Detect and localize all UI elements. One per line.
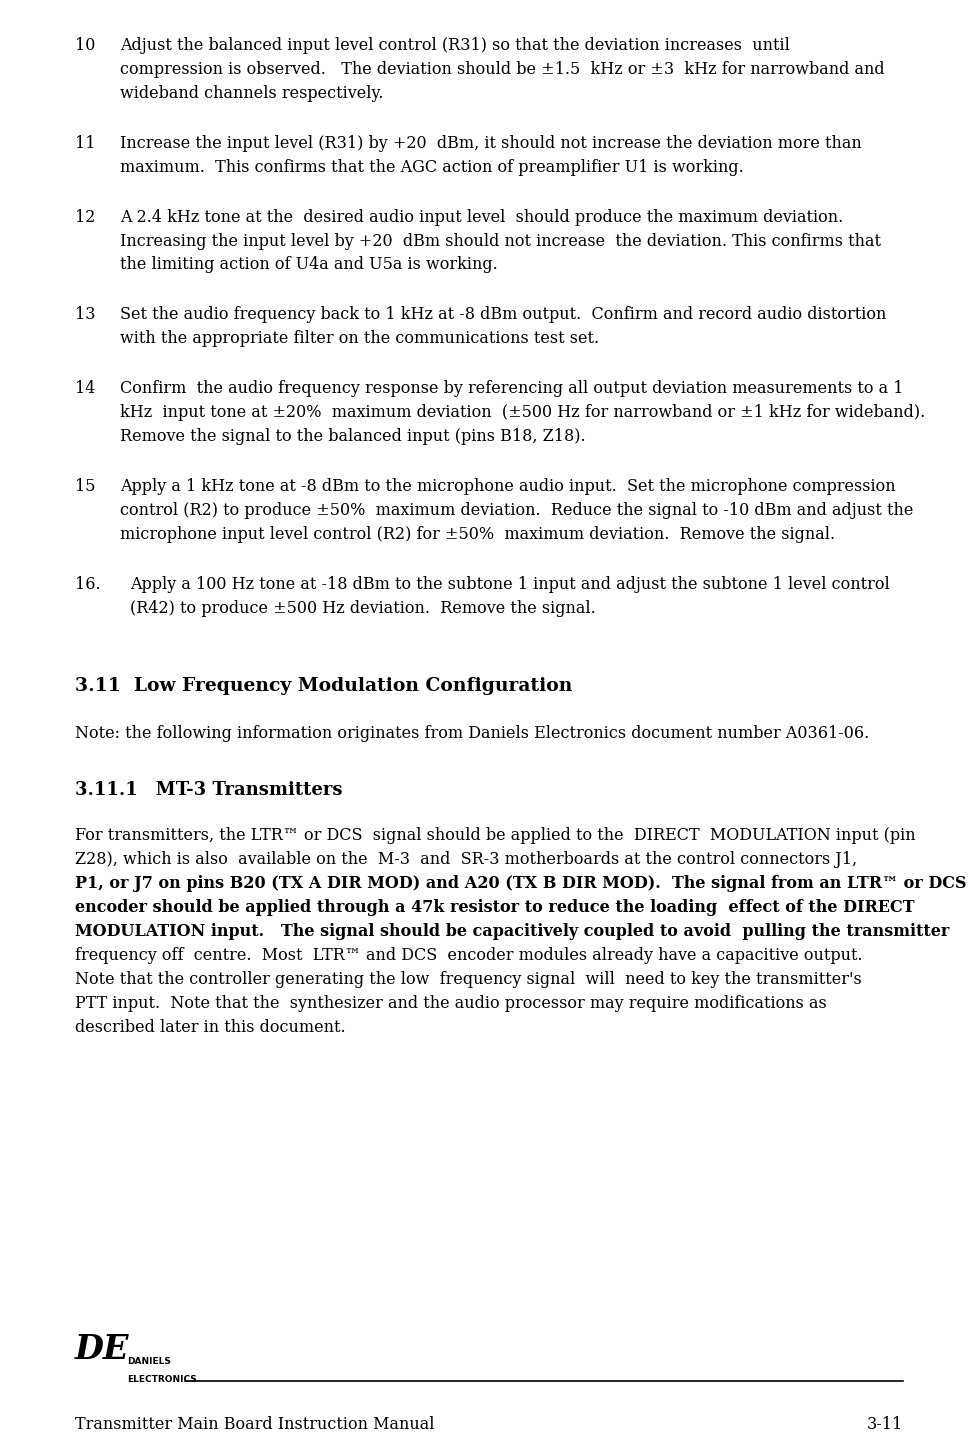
Text: Set the audio frequency back to 1 kHz at -8 dBm output.  Confirm and record audi: Set the audio frequency back to 1 kHz at… [120, 307, 885, 323]
Text: 16.: 16. [75, 576, 101, 593]
Text: microphone input level control (R2) for ±50%  maximum deviation.  Remove the sig: microphone input level control (R2) for … [120, 526, 834, 542]
Text: 3.11.1 MT-3 Transmitters: 3.11.1 MT-3 Transmitters [75, 781, 342, 798]
Text: 12: 12 [75, 208, 96, 225]
Text: Note: the following information originates from Daniels Electronics document num: Note: the following information originat… [75, 724, 869, 742]
Text: encoder should be applied through a 47k resistor to reduce the loading  effect o: encoder should be applied through a 47k … [75, 899, 913, 916]
Text: Apply a 1 kHz tone at -8 dBm to the microphone audio input.  Set the microphone : Apply a 1 kHz tone at -8 dBm to the micr… [120, 478, 895, 494]
Text: For transmitters, the LTR™ or DCS  signal should be applied to the  DIRECT  MODU: For transmitters, the LTR™ or DCS signal… [75, 827, 914, 845]
Text: Confirm  the audio frequency response by referencing all output deviation measur: Confirm the audio frequency response by … [120, 379, 903, 397]
Text: kHz  input tone at ±20%  maximum deviation  (±500 Hz for narrowband or ±1 kHz fo: kHz input tone at ±20% maximum deviation… [120, 404, 924, 422]
Text: (R42) to produce ±500 Hz deviation.  Remove the signal.: (R42) to produce ±500 Hz deviation. Remo… [130, 599, 595, 616]
Text: frequency off  centre.  Most  LTR™ and DCS  encoder modules already have a capac: frequency off centre. Most LTR™ and DCS … [75, 947, 862, 964]
Text: compression is observed.   The deviation should be ±1.5  kHz or ±3  kHz for narr: compression is observed. The deviation s… [120, 61, 884, 79]
Text: 15: 15 [75, 478, 96, 494]
Text: 11: 11 [75, 135, 96, 151]
Text: Z28), which is also  available on the  M-3  and  SR-3 motherboards at the contro: Z28), which is also available on the M-3… [75, 851, 856, 868]
Text: control (R2) to produce ±50%  maximum deviation.  Reduce the signal to -10 dBm a: control (R2) to produce ±50% maximum dev… [120, 502, 913, 519]
Text: described later in this document.: described later in this document. [75, 1019, 345, 1035]
Text: Adjust the balanced input level control (R31) so that the deviation increases  u: Adjust the balanced input level control … [120, 36, 789, 54]
Text: 3-11: 3-11 [866, 1416, 902, 1434]
Text: Transmitter Main Board Instruction Manual: Transmitter Main Board Instruction Manua… [75, 1416, 434, 1434]
Text: 10: 10 [75, 36, 96, 54]
Text: DANIELS: DANIELS [127, 1358, 171, 1367]
Text: DE: DE [75, 1333, 129, 1365]
Text: wideband channels respectively.: wideband channels respectively. [120, 84, 383, 102]
Text: A 2.4 kHz tone at the  desired audio input level  should produce the maximum dev: A 2.4 kHz tone at the desired audio inpu… [120, 208, 842, 225]
Text: Remove the signal to the balanced input (pins B18, Z18).: Remove the signal to the balanced input … [120, 427, 585, 445]
Text: P1, or J7 on pins B20 (TX A DIR MOD) and A20 (TX B DIR MOD).  The signal from an: P1, or J7 on pins B20 (TX A DIR MOD) and… [75, 875, 965, 891]
Text: 13: 13 [75, 307, 96, 323]
Text: Increase the input level (R31) by +20  dBm, it should not increase the deviation: Increase the input level (R31) by +20 dB… [120, 135, 861, 151]
Text: ELECTRONICS: ELECTRONICS [127, 1375, 196, 1384]
Text: 14: 14 [75, 379, 96, 397]
Text: the limiting action of U4a and U5a is working.: the limiting action of U4a and U5a is wo… [120, 256, 497, 273]
Text: Apply a 100 Hz tone at -18 dBm to the subtone 1 input and adjust the subtone 1 l: Apply a 100 Hz tone at -18 dBm to the su… [130, 576, 889, 593]
Text: with the appropriate filter on the communications test set.: with the appropriate filter on the commu… [120, 330, 599, 348]
Text: Note that the controller generating the low  frequency signal  will  need to key: Note that the controller generating the … [75, 971, 861, 987]
Text: Increasing the input level by +20  dBm should not increase  the deviation. This : Increasing the input level by +20 dBm sh… [120, 233, 880, 250]
Text: maximum.  This confirms that the AGC action of preamplifier U1 is working.: maximum. This confirms that the AGC acti… [120, 158, 743, 176]
Text: PTT input.  Note that the  synthesizer and the audio processor may require modif: PTT input. Note that the synthesizer and… [75, 995, 826, 1012]
Text: 3.11  Low Frequency Modulation Configuration: 3.11 Low Frequency Modulation Configurat… [75, 678, 572, 695]
Text: MODULATION input.   The signal should be capacitively coupled to avoid  pulling : MODULATION input. The signal should be c… [75, 923, 949, 939]
